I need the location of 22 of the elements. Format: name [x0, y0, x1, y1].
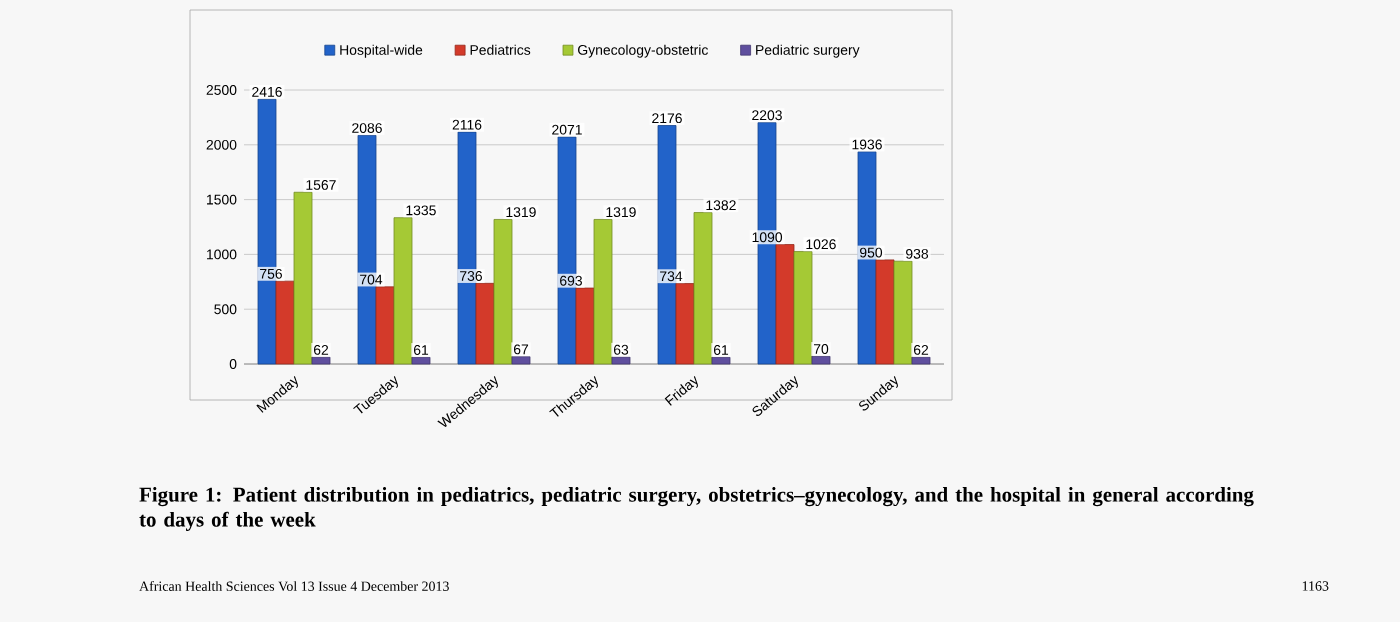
bar [611, 356, 631, 365]
bar [311, 356, 331, 365]
bar [593, 219, 613, 365]
bar [893, 260, 913, 365]
bar [675, 283, 695, 365]
bar [275, 280, 295, 365]
bar [875, 259, 895, 365]
bar [393, 217, 413, 365]
bar [711, 356, 731, 365]
bar [511, 356, 531, 365]
bar [775, 244, 795, 365]
bar [475, 282, 495, 365]
bar [493, 219, 513, 365]
bar [811, 355, 831, 365]
bar [911, 356, 931, 365]
bar [293, 191, 313, 365]
bar [793, 251, 813, 365]
bar [575, 287, 595, 365]
caption: Figure 1: Patient distribution in pediatrics, pediatric surgery, obstetrics–gynecology, and the hospital in general according to days of the week [139, 487, 1254, 531]
bar [411, 356, 431, 365]
bar [693, 212, 713, 365]
bar [375, 286, 395, 365]
